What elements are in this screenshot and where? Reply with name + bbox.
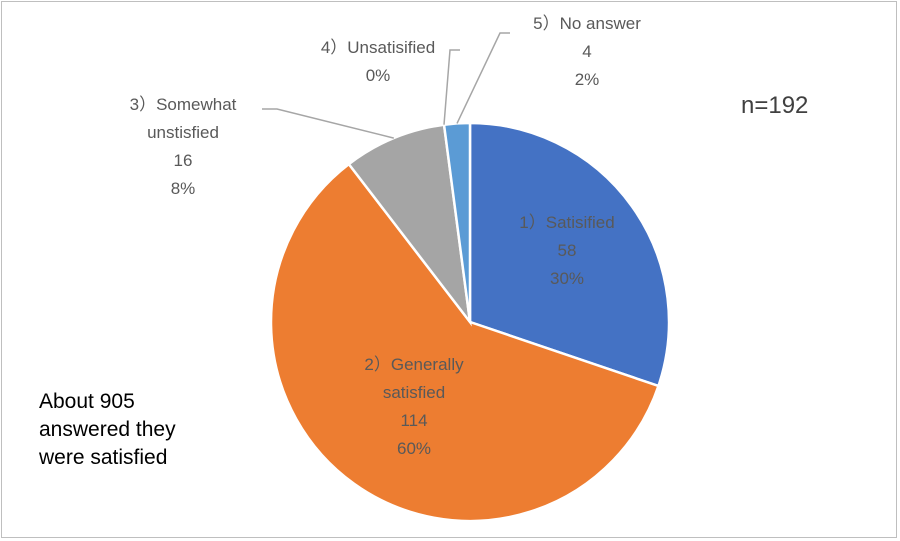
leader-line-5: [456, 32, 510, 124]
pie-slice-2: [269, 162, 661, 523]
pie-slice-1: [468, 121, 671, 388]
slice-label-s4: 4）Unsatisified 0%: [321, 38, 435, 85]
slice-label-line: 0%: [366, 66, 391, 85]
summary-line-1: About 905: [39, 390, 135, 413]
slice-label-s1: 1）Satisified 58 30%: [519, 213, 614, 288]
leader-line-3: [262, 108, 394, 139]
summary-annotation: About 905 answered they were satisfied: [39, 388, 176, 472]
slice-label-line: 60%: [397, 439, 431, 458]
slice-label-line: satisfied: [383, 383, 445, 402]
slice-label-line: 30%: [550, 269, 584, 288]
slice-label-s5: 5）No answer 4 2%: [533, 14, 641, 89]
slice-label-line: 8%: [171, 179, 196, 198]
slice-label-line: 16: [174, 151, 193, 170]
slice-label-line: 2%: [575, 70, 600, 89]
slice-label-line: 58: [558, 241, 577, 260]
leader-lines: [262, 32, 510, 139]
slice-label-s3: 3）Somewhat unstisfied 16 8%: [130, 95, 237, 198]
slice-label-line: 3）Somewhat: [130, 95, 237, 114]
summary-line-3: were satisfied: [39, 446, 168, 469]
slice-label-line: 4: [582, 42, 591, 61]
slice-label-line: 4）Unsatisified: [321, 38, 435, 57]
slice-label-line: 2）Generally: [364, 355, 464, 374]
leader-line-4: [443, 49, 460, 125]
slice-label-line: 5）No answer: [533, 14, 641, 33]
slice-labels: 1）Satisified 58 30% 2）Generally satisfied 114…: [130, 14, 642, 458]
pie-slices: [269, 121, 671, 523]
slice-label-line: 114: [400, 411, 427, 430]
sample-size-label: n=192: [741, 92, 809, 119]
slice-label-s2: 2）Generally satisfied 114 60%: [364, 355, 464, 458]
slice-label-line: unstisfied: [147, 123, 219, 142]
slice-label-line: 1）Satisified: [519, 213, 614, 232]
pie-slice-3: [347, 123, 472, 327]
summary-line-2: answered they: [39, 418, 176, 441]
